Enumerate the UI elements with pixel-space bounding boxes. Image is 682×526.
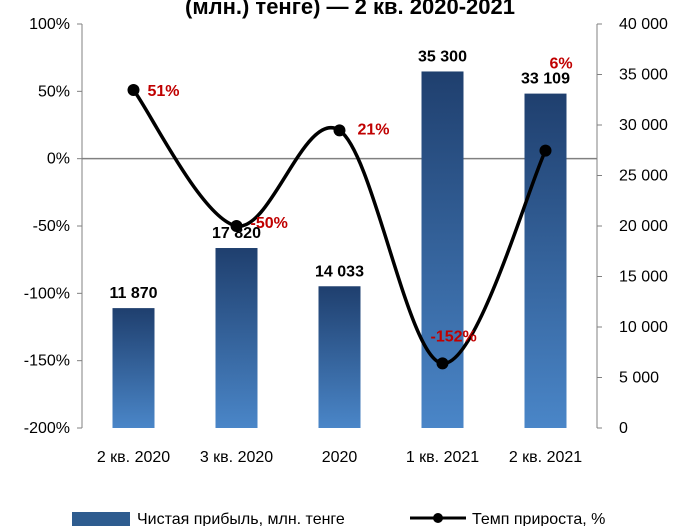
bar-value-label: 17 820: [212, 225, 261, 242]
line-point: [436, 357, 449, 370]
bar-value-label: 11 870: [109, 285, 157, 302]
growth-line: [132, 88, 548, 366]
left-axis-tick-label: -100%: [24, 285, 70, 302]
legend-line-label: Темп прироста, %: [472, 511, 605, 526]
growth-value-label: 6%: [550, 56, 573, 73]
line-point: [333, 124, 346, 137]
left-axis-tick-label: -150%: [24, 353, 70, 370]
x-axis-tick-label: 2 кв. 2021: [509, 449, 582, 466]
right-axis-tick-label: 10 000: [619, 319, 668, 336]
left-axis-tick-label: -200%: [24, 420, 70, 437]
legend-bar-swatch: [72, 512, 130, 526]
right-axis-tick-label: 35 000: [619, 67, 668, 84]
growth-value-label: -152%: [431, 328, 477, 345]
right-axis-tick-label: 25 000: [619, 168, 668, 185]
growth-value-label: -50%: [251, 215, 288, 232]
line-point: [230, 220, 243, 232]
x-axis-tick-label: 3 кв. 2020: [200, 449, 273, 466]
line-point: [127, 83, 140, 96]
growth-value-label: 51%: [148, 83, 180, 100]
right-axis-tick-label: 30 000: [619, 117, 668, 134]
x-axis-tick-label: 2020: [322, 449, 358, 466]
left-axis-tick-label: 100%: [29, 16, 70, 33]
bar-series: [112, 71, 567, 429]
right-axis-tick-label: 20 000: [619, 218, 668, 235]
left-axis-tick-label: -50%: [33, 218, 70, 235]
left-axis-tick-label: 0%: [47, 151, 70, 168]
bar: [524, 93, 567, 429]
line-point: [539, 144, 552, 157]
bar-value-label: 33 109: [521, 71, 570, 88]
bar-value-label: 35 300: [418, 48, 467, 65]
growth-value-label: 21%: [358, 121, 390, 138]
axes: 100% 50% 0% -50% -100% -150% -200% 40 000 35 000…: [24, 16, 668, 466]
x-axis-tick-label: 2 кв. 2020: [97, 449, 170, 466]
right-axis-tick-label: 15 000: [619, 269, 668, 286]
legend: Чистая прибыль, млн. тенге Темп прироста…: [72, 511, 605, 526]
right-axis-tick-label: 0: [619, 420, 628, 437]
bar: [215, 248, 258, 428]
bar: [421, 71, 464, 428]
legend-bar-label: Чистая прибыль, млн. тенге: [137, 511, 345, 526]
line-series: [127, 83, 552, 370]
right-axis-tick-label: 40 000: [619, 16, 668, 33]
bar-value-label: 14 033: [315, 263, 364, 280]
bar: [112, 308, 155, 428]
chart-title: (млн.) тенге) — 2 кв. 2020-2021: [185, 0, 515, 19]
legend-line-marker: [433, 513, 443, 523]
data-labels: 11 870 17 820 14 033 35 300 33 109 51% -50% 21%…: [109, 48, 572, 345]
x-axis-tick-label: 1 кв. 2021: [406, 449, 479, 466]
bar: [318, 286, 361, 428]
right-axis-tick-label: 5 000: [619, 370, 659, 387]
left-axis-tick-label: 50%: [38, 83, 70, 100]
